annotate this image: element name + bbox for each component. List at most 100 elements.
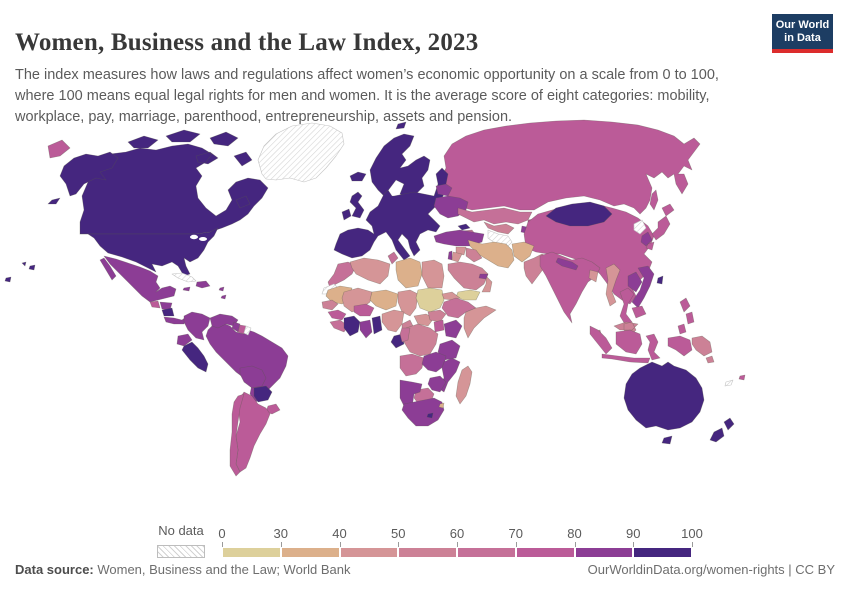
country-lesser_antilles[interactable]: Lesser Antilles xyxy=(218,286,227,300)
country-ghana[interactable]: Ghana xyxy=(359,319,373,339)
country-nigeria[interactable]: Nigeria xyxy=(381,309,405,333)
country-nepal[interactable]: Nepal xyxy=(555,257,579,271)
country-jordan[interactable]: Jordan xyxy=(451,251,463,263)
country-belarus[interactable]: Belarus xyxy=(435,183,453,197)
country-uganda[interactable]: Uganda xyxy=(433,319,445,333)
country-south_africa[interactable]: South Africa xyxy=(401,397,445,427)
country-egypt[interactable]: Egypt xyxy=(421,259,445,289)
owid-logo[interactable]: Our World in Data xyxy=(772,14,833,53)
country-laos[interactable]: Laos xyxy=(627,271,643,293)
country-vietnam[interactable]: Vietnam xyxy=(631,265,655,309)
country-japan[interactable]: Japan xyxy=(645,203,675,251)
country-nordic[interactable]: Norway, Sweden & Finland xyxy=(369,133,431,199)
country-iceland[interactable]: Iceland xyxy=(349,171,367,182)
country-new_zealand[interactable]: New Zealand xyxy=(709,417,735,443)
country-suriname[interactable]: Suriname xyxy=(237,324,247,335)
country-argentina[interactable]: Argentina xyxy=(235,391,271,473)
country-eswatini[interactable]: Eswatini xyxy=(438,402,445,409)
country-algeria[interactable]: Algeria xyxy=(349,257,391,285)
country-georgia[interactable]: Georgia xyxy=(457,223,471,231)
country-oman[interactable]: Oman xyxy=(481,275,493,293)
country-chad[interactable]: Chad xyxy=(397,289,419,317)
country-ireland[interactable]: Ireland xyxy=(341,208,352,221)
country-senegal[interactable]: Senegal xyxy=(321,299,339,311)
country-taiwan[interactable]: Taiwan xyxy=(656,275,664,285)
country-indonesia[interactable]: Indonesia xyxy=(589,325,693,364)
country-north_korea[interactable]: North Korea xyxy=(633,219,647,235)
country-cambodia[interactable]: Cambodia xyxy=(631,305,647,319)
owid-link[interactable]: OurWorldinData.org/women-rights xyxy=(587,562,785,577)
country-papua_new_guinea[interactable]: Papua New Guinea xyxy=(691,335,715,364)
country-iraq[interactable]: Iraq xyxy=(465,247,483,263)
country-peru[interactable]: Peru xyxy=(181,341,209,373)
country-israel[interactable]: Israel xyxy=(447,250,453,261)
country-bolivia[interactable]: Bolivia xyxy=(239,365,267,389)
country-paraguay[interactable]: Paraguay xyxy=(253,385,273,403)
country-burkina_faso[interactable]: Burkina Faso xyxy=(353,303,375,317)
country-niger[interactable]: Niger xyxy=(369,289,399,311)
country-togo_benin[interactable]: Togo & Benin xyxy=(371,315,383,335)
country-canada[interactable]: Canada xyxy=(79,129,269,235)
legend-bin-40-50[interactable] xyxy=(339,547,399,558)
country-south_korea[interactable]: South Korea xyxy=(640,231,653,247)
country-myanmar[interactable]: Myanmar xyxy=(605,263,621,307)
country-costa_rica_panama[interactable]: Costa Rica & Panama xyxy=(163,316,187,325)
country-angola[interactable]: Angola xyxy=(399,353,425,377)
country-somalia[interactable]: Somalia xyxy=(463,305,497,339)
country-cuba[interactable]: Cuba xyxy=(171,272,197,283)
country-afghanistan[interactable]: Afghanistan xyxy=(511,241,535,263)
country-jamaica[interactable]: Jamaica xyxy=(182,286,191,292)
country-uae[interactable]: United Arab Emirates xyxy=(478,273,489,280)
country-namibia[interactable]: Namibia xyxy=(399,379,423,411)
country-kazakhstan[interactable]: Kazakhstan xyxy=(457,207,533,225)
country-central_african_republic[interactable]: Central African Republic xyxy=(413,313,435,327)
country-south_sudan[interactable]: South Sudan xyxy=(427,309,447,323)
country-syria[interactable]: Syria xyxy=(455,246,467,256)
legend-no-data[interactable]: No data xyxy=(157,523,205,558)
country-philippines[interactable]: Philippines xyxy=(677,297,695,335)
country-mexico[interactable]: Mexico xyxy=(99,255,177,303)
country-guinea[interactable]: Guinea xyxy=(327,309,347,321)
country-yemen[interactable]: Yemen xyxy=(455,289,481,301)
country-french_guiana[interactable]: French Guiana xyxy=(243,325,252,336)
legend-bin-70-80[interactable] xyxy=(515,547,575,558)
country-nicaragua[interactable]: Nicaragua xyxy=(161,307,175,317)
legend-bin-50-60[interactable] xyxy=(398,547,457,558)
country-mongolia[interactable]: Mongolia xyxy=(545,201,613,227)
country-colombia[interactable]: Colombia xyxy=(183,311,211,341)
country-greenland[interactable]: Greenland xyxy=(257,122,345,183)
country-russia[interactable]: Russia xyxy=(47,119,701,215)
country-fiji[interactable]: Fiji xyxy=(738,374,746,381)
country-uk[interactable]: United Kingdom xyxy=(349,191,365,219)
country-india[interactable]: India xyxy=(539,251,601,324)
country-kenya[interactable]: Kenya xyxy=(443,319,463,339)
country-lesotho[interactable]: Lesotho xyxy=(426,412,434,419)
legend-bin-0-30[interactable] xyxy=(222,547,281,558)
legend-bin-90-100[interactable] xyxy=(633,547,692,558)
legend-bin-30-40[interactable] xyxy=(280,547,340,558)
country-hispaniola[interactable]: Haiti & Dominican Republic xyxy=(195,280,211,289)
country-uzbekistan[interactable]: Uzbekistan xyxy=(483,221,515,235)
country-chile[interactable]: Chile xyxy=(229,393,245,477)
legend-bin-60-70[interactable] xyxy=(457,547,516,558)
country-zambia[interactable]: Zambia xyxy=(421,351,447,373)
country-guatemala[interactable]: Guatemala xyxy=(149,300,161,309)
country-zimbabwe[interactable]: Zimbabwe xyxy=(427,375,447,393)
country-libya[interactable]: Libya xyxy=(395,257,423,289)
country-ecuador[interactable]: Ecuador xyxy=(176,333,193,347)
country-turkmenistan[interactable]: Turkmenistan xyxy=(487,229,513,249)
country-drc[interactable]: Democratic Republic of Congo xyxy=(403,323,439,357)
country-saudi_arabia[interactable]: Saudi Arabia xyxy=(447,261,489,291)
country-bangladesh[interactable]: Bangladesh xyxy=(588,269,599,283)
owid-logo-line2: in Data xyxy=(784,32,821,44)
country-thailand[interactable]: Thailand xyxy=(619,287,635,327)
country-europe_main[interactable]: Western & Central Europe xyxy=(333,121,449,261)
country-congo[interactable]: Republic of the Congo xyxy=(399,327,411,343)
legend-bin-80-90[interactable] xyxy=(574,547,634,558)
country-australia[interactable]: Australia xyxy=(623,361,705,445)
country-tunisia[interactable]: Tunisia xyxy=(387,251,399,265)
country-new_caledonia[interactable]: New Caledonia xyxy=(724,379,734,387)
country-sudan[interactable]: Sudan xyxy=(415,287,445,313)
country-madagascar[interactable]: Madagascar xyxy=(455,365,473,405)
country-cote_divoire[interactable]: Côte d'Ivoire xyxy=(343,315,361,337)
